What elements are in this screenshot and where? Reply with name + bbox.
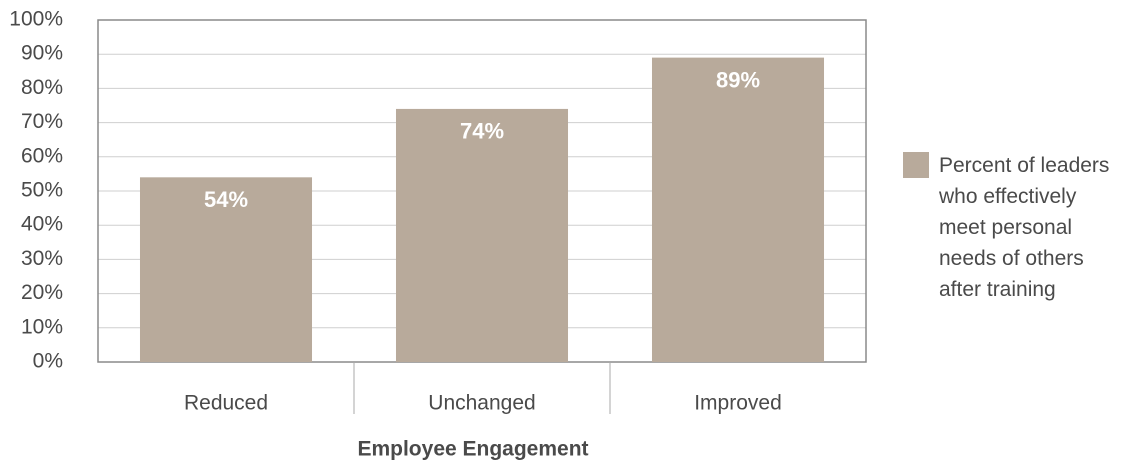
bar [139,177,313,362]
y-tick-label: 80% [21,76,63,99]
legend-label: Percent of leaders who effectively meet … [939,154,1110,301]
legend-swatch [903,152,929,178]
y-tick-label: 70% [21,110,63,133]
data-label: 54% [204,187,248,212]
bar [395,108,569,362]
y-tick-label: 60% [21,144,63,167]
data-label: 74% [460,119,504,144]
y-tick-label: 90% [21,42,63,65]
y-tick-label: 0% [33,350,63,373]
data-label: 89% [716,67,760,92]
bar [651,57,825,363]
y-tick-label: 20% [21,281,63,304]
legend: Percent of leaders who effectively meet … [903,150,1119,305]
y-tick-label: 50% [21,179,63,202]
x-axis-title: Employee Engagement [357,438,588,461]
x-tick-label: Reduced [184,392,268,415]
y-tick-label: 40% [21,213,63,236]
x-tick-label: Improved [694,392,782,415]
y-tick-label: 10% [21,315,63,338]
y-tick-label: 30% [21,247,63,270]
x-tick-label: Unchanged [428,392,535,415]
y-tick-label: 100% [9,8,63,31]
